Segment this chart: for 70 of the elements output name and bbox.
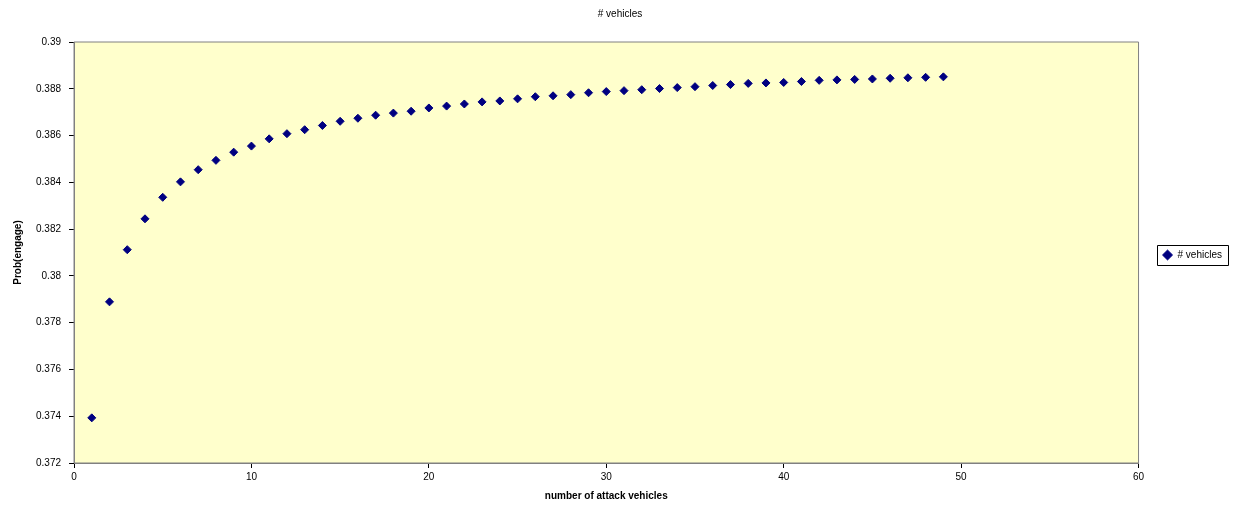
x-tick-label: 30 bbox=[600, 470, 613, 482]
point bbox=[229, 147, 239, 157]
y-tick-label: 0.39 bbox=[41, 35, 62, 47]
point bbox=[921, 72, 931, 82]
point bbox=[193, 165, 203, 175]
point bbox=[300, 125, 310, 135]
y-tick-label: 0.386 bbox=[35, 129, 62, 141]
point bbox=[105, 297, 115, 307]
y-tick-label: 0.382 bbox=[35, 222, 62, 234]
y-tick-label: 0.384 bbox=[35, 176, 62, 188]
point bbox=[850, 74, 860, 84]
point bbox=[637, 85, 647, 95]
point bbox=[513, 94, 523, 104]
point bbox=[140, 214, 150, 224]
point bbox=[832, 75, 842, 85]
point bbox=[371, 110, 381, 120]
point bbox=[725, 80, 735, 90]
point bbox=[779, 77, 789, 87]
legend-label: # vehicles bbox=[1177, 248, 1222, 260]
x-tick-label: 50 bbox=[955, 470, 968, 482]
x-axis-title: number of attack vehicles bbox=[544, 489, 669, 501]
point bbox=[477, 97, 487, 107]
y-axis-title: Prob(engage) bbox=[11, 220, 23, 285]
point bbox=[566, 90, 576, 100]
point bbox=[619, 86, 629, 96]
point bbox=[353, 113, 363, 123]
point bbox=[264, 134, 274, 144]
point bbox=[761, 78, 771, 88]
point bbox=[424, 103, 434, 113]
point bbox=[282, 129, 292, 139]
y-tick-label: 0.388 bbox=[35, 82, 62, 94]
point bbox=[211, 155, 221, 165]
point bbox=[743, 78, 753, 88]
y-tick-label: 0.374 bbox=[35, 409, 62, 421]
x-tick-label: 0 bbox=[71, 470, 78, 482]
point bbox=[903, 73, 913, 83]
point bbox=[175, 177, 185, 187]
point bbox=[796, 77, 806, 87]
x-tick-label: 10 bbox=[245, 470, 258, 482]
point bbox=[459, 99, 469, 109]
point bbox=[335, 116, 345, 126]
point bbox=[530, 92, 540, 102]
point bbox=[672, 83, 682, 93]
x-tick-label: 60 bbox=[1132, 470, 1145, 482]
point bbox=[406, 106, 416, 116]
point bbox=[814, 75, 824, 85]
point bbox=[548, 91, 558, 101]
point bbox=[655, 84, 664, 94]
point bbox=[885, 73, 895, 83]
point bbox=[442, 101, 452, 111]
point bbox=[495, 96, 505, 106]
y-tick-label: 0.372 bbox=[35, 456, 62, 468]
x-tick-label: 40 bbox=[778, 470, 790, 482]
y-tick-label: 0.38 bbox=[41, 269, 62, 281]
point bbox=[938, 72, 948, 82]
y-tick-label: 0.378 bbox=[35, 316, 62, 328]
point bbox=[690, 82, 700, 92]
point bbox=[246, 141, 256, 151]
x-tick-label: 20 bbox=[423, 470, 435, 482]
point bbox=[158, 192, 168, 202]
point bbox=[601, 87, 611, 97]
chart-title: # vehicles bbox=[597, 7, 643, 19]
point bbox=[867, 74, 877, 84]
point bbox=[87, 413, 97, 423]
point bbox=[708, 81, 718, 90]
point bbox=[388, 108, 398, 118]
y-tick-label: 0.376 bbox=[35, 363, 62, 375]
point bbox=[122, 245, 132, 255]
point bbox=[584, 88, 594, 98]
point bbox=[317, 121, 327, 130]
